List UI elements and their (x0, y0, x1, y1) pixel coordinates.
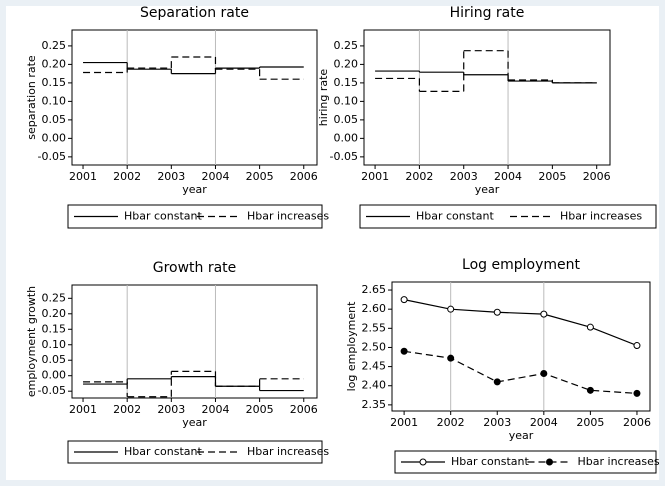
legend (394, 450, 657, 474)
x-axis-label: year (182, 183, 207, 196)
point (400, 347, 408, 355)
x-tick-label: 2003 (157, 403, 185, 416)
y-tick-label: 2.60 (362, 302, 387, 315)
y-tick-label: 0.00 (334, 131, 359, 144)
y-tick-label: 0.15 (42, 76, 67, 89)
point (540, 369, 548, 377)
x-tick-label: 2004 (494, 170, 522, 183)
point (586, 323, 594, 331)
y-tick-label: 0.15 (42, 322, 67, 335)
y-axis-label: employment growth (25, 286, 38, 397)
x-tick-label: 2001 (69, 170, 97, 183)
x-tick-label: 2003 (450, 170, 478, 183)
y-tick-label: 0.10 (42, 94, 67, 107)
legend-marker (546, 458, 553, 466)
series-line (403, 299, 638, 347)
plot-area (71, 284, 318, 399)
y-tick-label: 0.05 (42, 113, 67, 126)
point (493, 308, 501, 316)
y-axis-label: separation rate (25, 55, 38, 140)
y-tick-label: 2.50 (362, 340, 387, 353)
y-tick-label: -0.05 (38, 150, 66, 163)
legend-label: Hbar increases (247, 445, 329, 458)
chart-title: Separation rate (140, 5, 249, 21)
point (447, 305, 455, 313)
x-tick-label: 2003 (157, 170, 185, 183)
legend-label: Hbar constant (124, 210, 203, 223)
y-tick-label: 2.65 (362, 283, 387, 296)
legend-label: Hbar constant (416, 210, 495, 223)
y-tick-label: 0.00 (42, 369, 67, 382)
point (400, 296, 408, 304)
y-tick-label: 0.05 (334, 113, 359, 126)
x-tick-label: 2005 (246, 403, 274, 416)
point (633, 389, 641, 397)
y-tick-label: 0.25 (334, 39, 359, 52)
x-axis-label: year (182, 416, 207, 429)
series-line (404, 350, 637, 394)
x-tick-label: 2006 (290, 170, 318, 183)
chart-title: Hiring rate (450, 5, 525, 21)
x-tick-label: 2001 (390, 416, 418, 429)
x-tick-label: 2005 (538, 170, 566, 183)
y-tick-label: 0.00 (42, 131, 67, 144)
x-tick-label: 2004 (530, 416, 558, 429)
y-tick-label: 2.40 (362, 379, 387, 392)
legend (359, 204, 657, 229)
y-tick-label: 0.20 (334, 57, 359, 70)
y-tick-label: 0.25 (42, 39, 67, 52)
x-tick-label: 2001 (69, 403, 97, 416)
y-tick-label: -0.05 (38, 384, 66, 397)
y-tick-label: 2.55 (362, 321, 387, 334)
legend (67, 440, 323, 464)
x-tick-label: 2006 (290, 403, 318, 416)
y-tick-label: 0.10 (42, 338, 67, 351)
x-tick-label: 2004 (201, 403, 229, 416)
x-tick-label: 2002 (437, 416, 465, 429)
plot-area (391, 281, 651, 412)
chart-title: Log employment (462, 257, 580, 273)
point (493, 378, 501, 386)
point (447, 354, 455, 362)
x-axis-label: year (509, 429, 534, 442)
x-tick-label: 2004 (201, 170, 229, 183)
legend-label: Hbar constant (451, 455, 530, 468)
legend (67, 204, 323, 229)
point (586, 386, 594, 394)
legend-label: Hbar increases (578, 455, 660, 468)
plot-area (363, 29, 611, 166)
y-tick-label: 0.05 (42, 353, 67, 366)
x-tick-label: 2006 (623, 416, 651, 429)
legend-label: Hbar increases (247, 210, 329, 223)
y-axis-label: log employment (345, 301, 358, 391)
legend-label: Hbar constant (124, 445, 203, 458)
x-tick-label: 2002 (405, 170, 433, 183)
y-tick-label: -0.05 (330, 150, 358, 163)
y-tick-label: 0.20 (42, 57, 67, 70)
x-tick-label: 2001 (361, 170, 389, 183)
x-tick-label: 2002 (113, 403, 141, 416)
x-tick-label: 2005 (246, 170, 274, 183)
x-axis-label: year (475, 183, 500, 196)
y-tick-label: 0.10 (334, 94, 359, 107)
y-tick-label: 0.25 (42, 291, 67, 304)
y-tick-label: 0.20 (42, 307, 67, 320)
x-tick-label: 2002 (113, 170, 141, 183)
y-tick-label: 2.45 (362, 360, 387, 373)
chart-title: Growth rate (153, 260, 237, 276)
y-tick-label: 0.15 (334, 76, 359, 89)
x-tick-label: 2006 (583, 170, 611, 183)
legend-label: Hbar increases (560, 210, 642, 223)
point (540, 310, 548, 318)
y-tick-label: 2.35 (362, 398, 387, 411)
legend-marker (419, 458, 427, 466)
x-tick-label: 2003 (483, 416, 511, 429)
y-axis-label: hiring rate (317, 69, 330, 127)
x-tick-label: 2005 (576, 416, 604, 429)
point (633, 342, 641, 350)
plot-area (71, 29, 318, 166)
